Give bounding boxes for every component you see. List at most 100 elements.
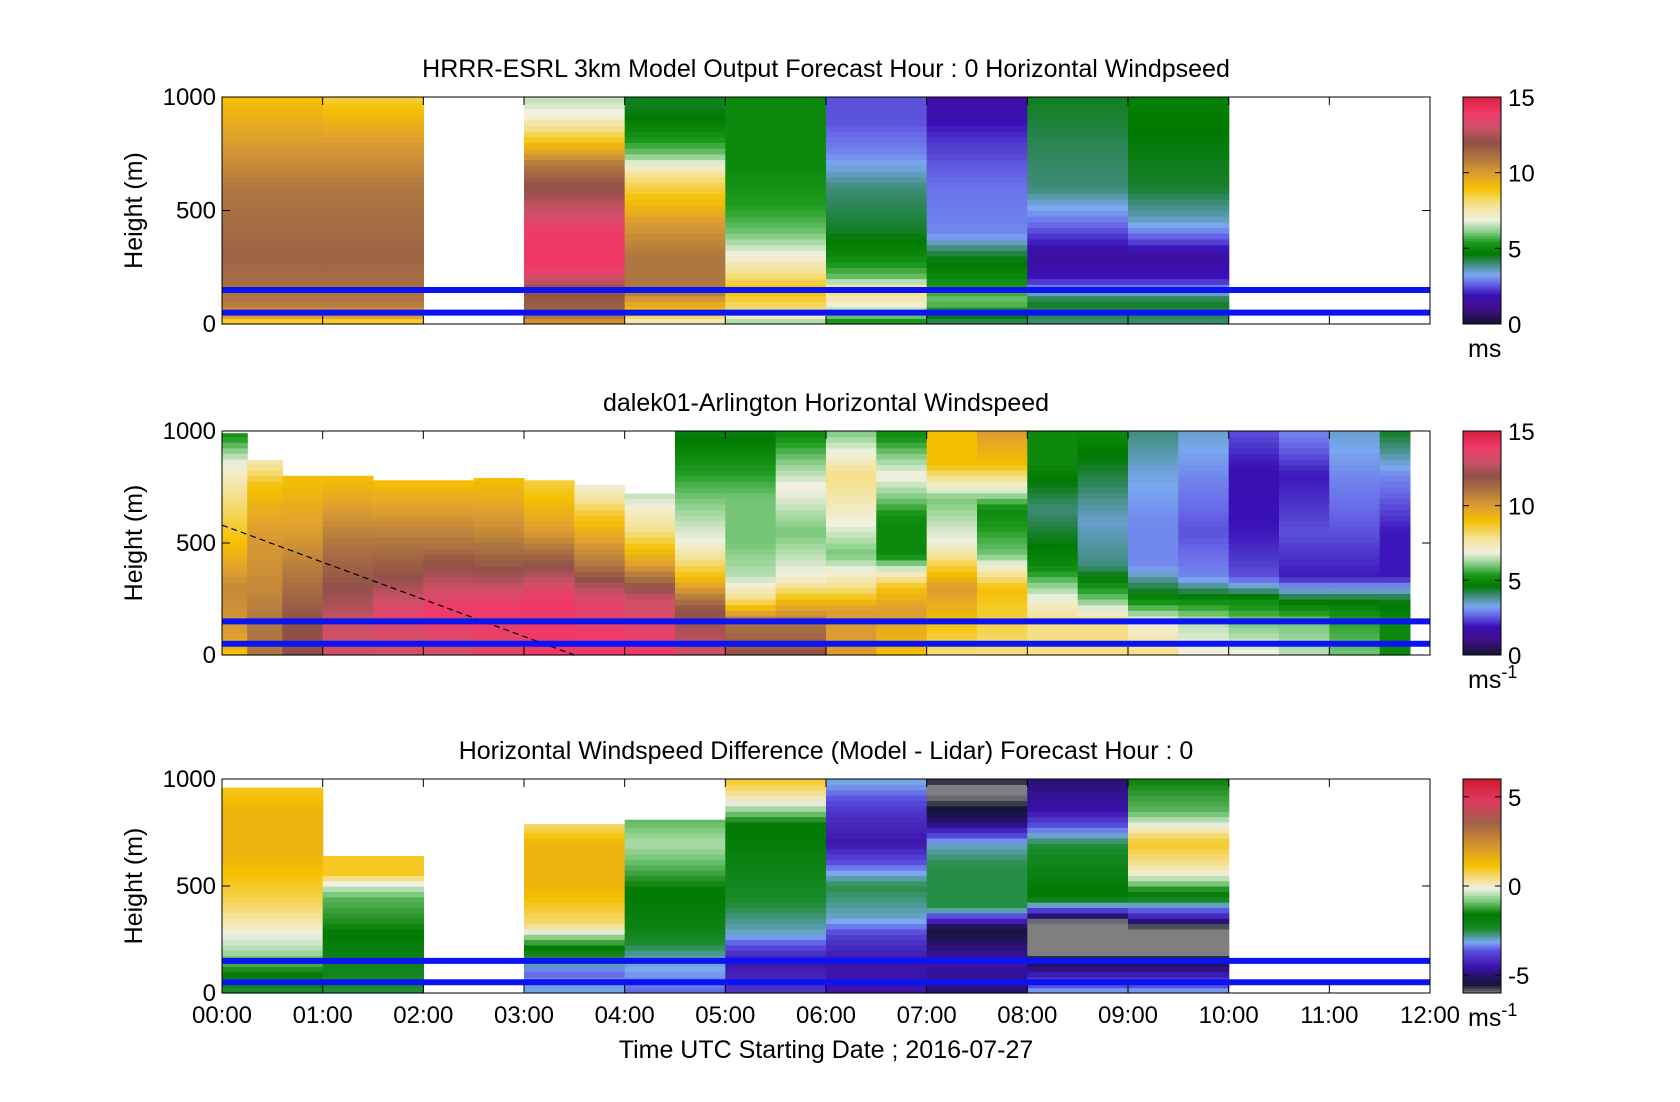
heatmap-cell: [1329, 604, 1381, 611]
heatmap-cell: [977, 559, 1028, 566]
heatmap-cell: [1027, 632, 1079, 639]
heatmap-cell: [1128, 159, 1230, 166]
heatmap-cell: [826, 481, 877, 488]
heatmap-cell: [926, 554, 978, 561]
heatmap-cell: [282, 571, 324, 578]
heatmap-cell: [826, 837, 928, 844]
heatmap-cell: [926, 108, 1028, 115]
heatmap-cell: [775, 643, 827, 650]
heatmap-cell: [624, 944, 726, 951]
heatmap-cell: [775, 515, 827, 522]
heatmap-cell: [282, 498, 324, 505]
heatmap-cell: [926, 784, 1028, 791]
heatmap-cell: [524, 193, 626, 200]
heatmap-column: [1027, 779, 1129, 994]
heatmap-cell: [322, 632, 374, 639]
heatmap-cell: [1279, 582, 1330, 589]
heatmap-cell: [222, 131, 324, 138]
heatmap-cell: [1027, 853, 1129, 860]
heatmap-cell: [1077, 621, 1129, 628]
heatmap-cell: [1379, 431, 1411, 438]
heatmap-cell: [222, 492, 248, 499]
heatmap-cell: [423, 498, 475, 505]
heatmap-cell: [1027, 928, 1129, 935]
heatmap-cell: [624, 832, 726, 839]
colorbar-swatch: [1463, 567, 1501, 571]
heatmap-cell: [675, 470, 726, 477]
heatmap-cell: [524, 295, 626, 302]
heatmap-cell: [926, 193, 1028, 200]
heatmap-cell: [1128, 627, 1179, 634]
heatmap-cell: [1228, 548, 1280, 555]
heatmap-cell: [574, 565, 626, 572]
heatmap-cell: [282, 481, 324, 488]
heatmap-cell: [1178, 459, 1230, 466]
heatmap-cell: [1379, 610, 1411, 617]
heatmap-cell: [473, 587, 525, 594]
heatmap-cell: [1128, 503, 1179, 510]
heatmap-cell: [725, 108, 827, 115]
heatmap-cell: [282, 610, 324, 617]
heatmap-cell: [826, 582, 877, 589]
colorbar-swatch: [1463, 223, 1501, 227]
heatmap-cell: [826, 312, 928, 319]
heatmap-cell: [322, 621, 374, 628]
colorbar-swatch: [1463, 200, 1501, 204]
colorbar-swatch: [1463, 931, 1501, 935]
heatmap-cell: [826, 301, 928, 308]
heatmap-cell: [322, 114, 424, 121]
heatmap-cell: [1128, 165, 1230, 172]
heatmap-cell: [1228, 576, 1280, 583]
x-tick-label: 04:00: [595, 1002, 655, 1029]
x-tick-label: 12:00: [1400, 1002, 1460, 1029]
heatmap-cell: [524, 210, 626, 217]
heatmap-cell: [624, 632, 676, 639]
colorbar-swatch: [1463, 814, 1501, 818]
heatmap-cell: [222, 481, 248, 488]
heatmap-cell: [1128, 148, 1230, 155]
colorbar-swatch: [1463, 933, 1501, 937]
heatmap-cell: [322, 170, 424, 178]
colorbar-swatch: [1463, 905, 1501, 908]
heatmap-cell: [926, 182, 1028, 189]
heatmap-cell: [725, 289, 827, 297]
heatmap-cell: [1329, 548, 1381, 555]
colorbar-swatch: [1463, 838, 1501, 842]
colorbar-tick-label: -5: [1508, 963, 1529, 990]
heatmap-cell: [423, 537, 475, 544]
heatmap-cell: [1027, 789, 1129, 796]
heatmap-cell: [926, 221, 1028, 229]
colorbar-swatch: [1463, 630, 1501, 634]
heatmap-cell: [624, 153, 726, 161]
heatmap-cell: [926, 459, 978, 466]
heatmap-cell: [524, 827, 626, 834]
heatmap-cell: [826, 928, 928, 935]
heatmap-cell: [222, 918, 324, 925]
heatmap-cell: [1128, 789, 1230, 796]
heatmap-cell: [826, 102, 928, 109]
heatmap-cell: [322, 97, 424, 104]
heatmap-cell: [725, 875, 827, 882]
colorbar-swatch: [1463, 957, 1501, 961]
heatmap-cell: [423, 621, 475, 628]
heatmap-cell: [524, 509, 575, 516]
heatmap-cell: [1329, 537, 1381, 544]
heatmap-cell: [1027, 537, 1079, 544]
colorbar-swatch: [1463, 553, 1501, 556]
heatmap-cell: [222, 176, 324, 183]
heatmap-cell: [1228, 498, 1280, 505]
heatmap-cell: [926, 227, 1028, 234]
colorbar-swatch: [1463, 293, 1501, 297]
colorbar-tick-label: 5: [1508, 785, 1521, 812]
heatmap-cell: [977, 582, 1028, 589]
heatmap-cell: [282, 548, 324, 555]
heatmap-cell: [322, 880, 424, 887]
heatmap-cell: [1128, 261, 1230, 268]
heatmap-cell: [826, 966, 928, 973]
heatmap-cell: [222, 470, 248, 477]
heatmap-cell: [725, 548, 777, 555]
heatmap-cell: [1379, 565, 1411, 572]
heatmap-cell: [1178, 649, 1230, 656]
heatmap-cell: [1178, 487, 1230, 494]
heatmap-cell: [1128, 548, 1179, 555]
